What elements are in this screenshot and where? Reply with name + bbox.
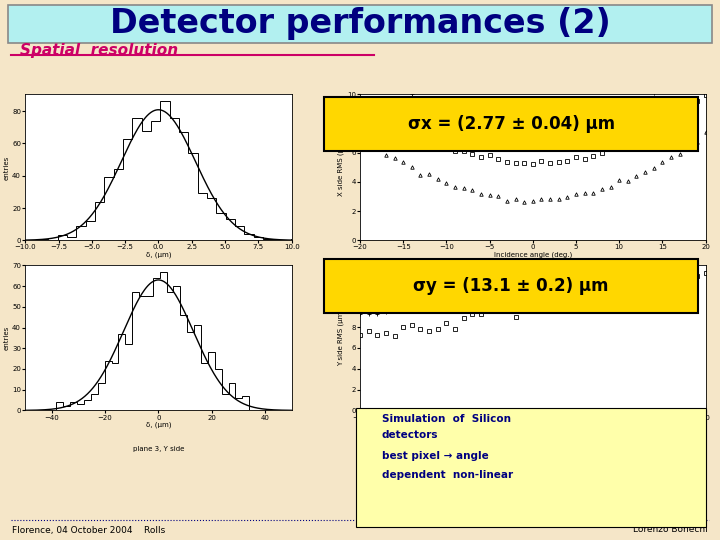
Text: σx = (2.77 ± 0.04) μm: σx = (2.77 ± 0.04) μm	[408, 115, 615, 133]
Text: Spatial  resolution: Spatial resolution	[20, 43, 178, 57]
Text: Lorenzo Bonechi: Lorenzo Bonechi	[634, 525, 708, 535]
Y-axis label: entries: entries	[4, 156, 9, 179]
Text: dependent  non-linear: dependent non-linear	[382, 470, 513, 480]
Y-axis label: Y side RMS (μm): Y side RMS (μm)	[338, 309, 344, 366]
Text: plane 3, X side: plane 3, X side	[132, 276, 184, 282]
X-axis label: δ, (μm): δ, (μm)	[145, 422, 171, 428]
Y-axis label: X side RMS (μm): X side RMS (μm)	[338, 139, 344, 196]
Text: σy = (13.1 ± 0.2) μm: σy = (13.1 ± 0.2) μm	[413, 277, 609, 295]
Text: Florence, 04 October 2004    Rolls: Florence, 04 October 2004 Rolls	[12, 525, 166, 535]
Text: detectors: detectors	[382, 430, 438, 440]
Text: Simulation  of  Silicon: Simulation of Silicon	[382, 414, 510, 423]
X-axis label: Incidence angle (deg.): Incidence angle (deg.)	[494, 252, 572, 258]
Text: Detector performances (2): Detector performances (2)	[109, 8, 611, 40]
Text: best pixel → angle: best pixel → angle	[382, 451, 488, 461]
X-axis label: Incidence angle (deg.): Incidence angle (deg.)	[494, 422, 572, 428]
X-axis label: δ, (μm): δ, (μm)	[145, 252, 171, 258]
Y-axis label: entries: entries	[4, 326, 9, 349]
FancyBboxPatch shape	[8, 5, 712, 43]
Text: plane 3, Y side: plane 3, Y side	[132, 446, 184, 452]
